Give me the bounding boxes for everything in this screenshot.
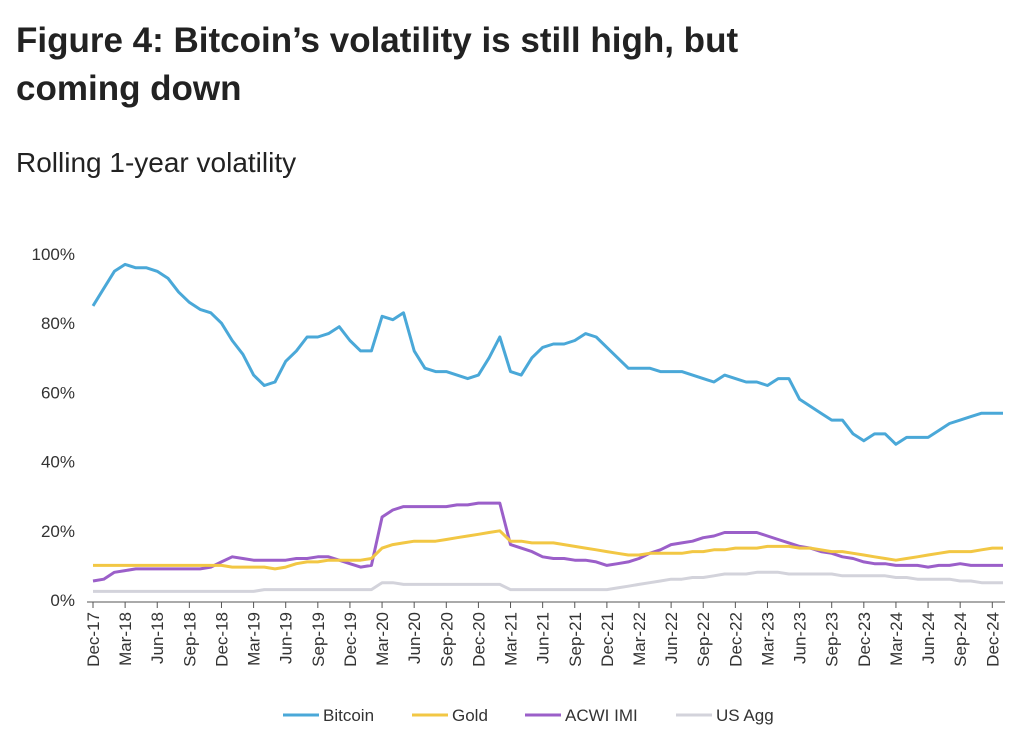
x-tick-label: Dec-19 bbox=[341, 612, 360, 667]
y-tick-label: 60% bbox=[41, 383, 75, 402]
series-line bbox=[92, 501, 1003, 583]
x-tick-label: Jun-24 bbox=[919, 612, 938, 664]
y-tick-label: 20% bbox=[41, 522, 75, 541]
series-line bbox=[91, 262, 1003, 446]
x-tick-label: Mar-22 bbox=[630, 612, 649, 666]
y-tick-label: 80% bbox=[41, 314, 75, 333]
legend-label: ACWI IMI bbox=[565, 706, 638, 725]
x-tick-label: Dec-18 bbox=[212, 612, 231, 667]
x-tick-label: Jun-19 bbox=[277, 612, 296, 664]
x-tick-label: Mar-24 bbox=[887, 612, 906, 666]
x-tick-label: Sep-18 bbox=[180, 612, 199, 667]
chart-title-line: Figure 4: Bitcoin’s volatility is still … bbox=[16, 21, 738, 108]
y-tick-label: 0% bbox=[50, 591, 75, 610]
x-tick-label: Sep-20 bbox=[437, 612, 456, 667]
x-tick-label: Mar-19 bbox=[245, 612, 264, 666]
x-tick-label: Dec-17 bbox=[84, 612, 103, 667]
x-tick-label: Mar-20 bbox=[373, 612, 392, 666]
x-tick-label: Sep-24 bbox=[951, 612, 970, 667]
legend-label: Bitcoin bbox=[323, 706, 374, 725]
x-tick-label: Mar-21 bbox=[502, 612, 521, 666]
x-tick-label: Sep-21 bbox=[566, 612, 585, 667]
x-tick-label: Sep-22 bbox=[694, 612, 713, 667]
chart-subtitle: Rolling 1-year volatility bbox=[16, 147, 296, 178]
x-tick-label: Dec-23 bbox=[855, 612, 874, 667]
legend-label: Gold bbox=[452, 706, 488, 725]
x-tick-label: Dec-24 bbox=[983, 612, 1002, 667]
x-tick-label: Sep-19 bbox=[309, 612, 328, 667]
series-line bbox=[93, 529, 1003, 571]
x-tick-label: Sep-23 bbox=[823, 612, 842, 667]
series-line bbox=[93, 570, 1003, 593]
x-tick-label: Jun-22 bbox=[662, 612, 681, 664]
y-tick-label: 100% bbox=[32, 245, 75, 264]
y-tick-label: 40% bbox=[41, 453, 75, 472]
x-tick-label: Mar-23 bbox=[758, 612, 777, 666]
x-tick-label: Jun-18 bbox=[148, 612, 167, 664]
x-tick-label: Dec-22 bbox=[726, 612, 745, 667]
x-tick-label: Dec-21 bbox=[598, 612, 617, 667]
x-tick-label: Jun-20 bbox=[405, 612, 424, 664]
x-tick-label: Jun-23 bbox=[791, 612, 810, 664]
x-tick-label: Mar-18 bbox=[116, 612, 135, 666]
legend-label: US Agg bbox=[716, 706, 774, 725]
x-tick-label: Dec-20 bbox=[469, 612, 488, 667]
x-tick-label: Jun-21 bbox=[534, 612, 553, 664]
